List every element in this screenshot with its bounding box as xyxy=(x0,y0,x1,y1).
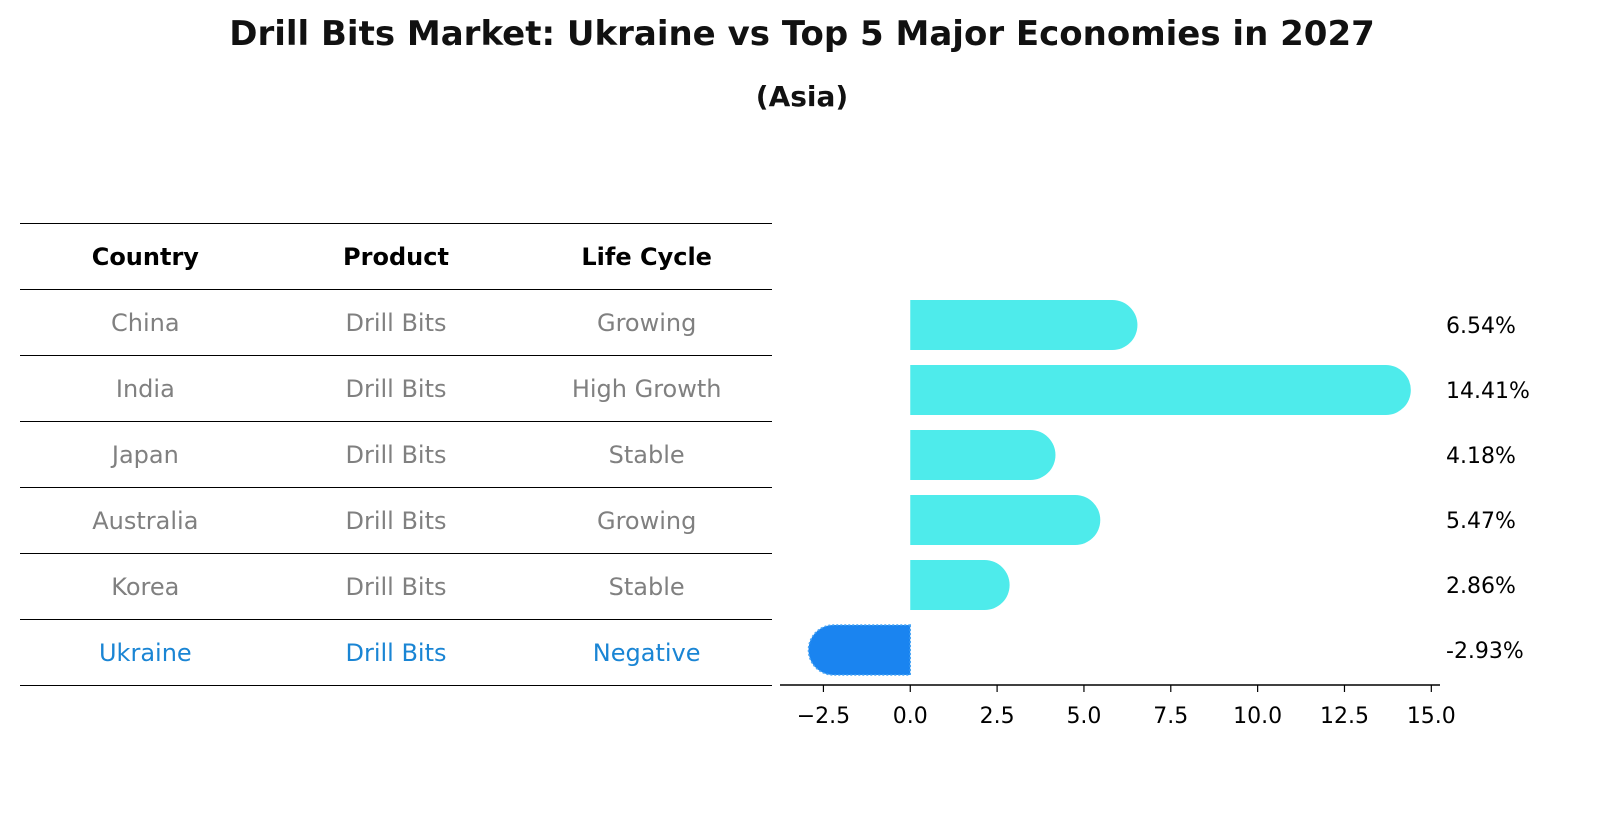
x-tick-label: 15.0 xyxy=(1407,704,1456,729)
x-tick-label: 12.5 xyxy=(1320,704,1369,729)
value-label: 6.54% xyxy=(1446,314,1516,339)
x-tick-label: 7.5 xyxy=(1153,704,1188,729)
cell-country: Ukraine xyxy=(20,619,271,686)
header-product: Product xyxy=(270,223,522,290)
value-label: 14.41% xyxy=(1446,379,1530,404)
growth-bar-chart: 6.54% 14.41% 4.18% 5.47% 2.86% -2.93% −2.5 0.0 2… xyxy=(780,300,1530,729)
x-tick-label: 5.0 xyxy=(1066,704,1101,729)
cell-product: Drill Bits xyxy=(270,355,522,422)
cell-life-cycle: Stable xyxy=(521,553,772,620)
table-row-highlighted: Ukraine Drill Bits Negative xyxy=(20,619,772,686)
x-tick-label: 10.0 xyxy=(1233,704,1282,729)
cell-life-cycle: Stable xyxy=(521,421,772,488)
header-life-cycle: Life Cycle xyxy=(521,223,772,290)
cell-life-cycle: Negative xyxy=(521,619,772,686)
cell-product: Drill Bits xyxy=(270,289,522,356)
header-country: Country xyxy=(20,223,271,290)
cell-country: India xyxy=(20,355,271,422)
cell-country: Korea xyxy=(20,553,271,620)
bar-japan xyxy=(910,430,1056,480)
cell-product: Drill Bits xyxy=(270,619,522,686)
x-tick-label: 0.0 xyxy=(893,704,928,729)
cell-country: Japan xyxy=(20,421,271,488)
cell-country: Australia xyxy=(20,487,271,554)
cell-country: China xyxy=(20,289,271,356)
bar-australia xyxy=(910,495,1101,545)
cell-life-cycle: Growing xyxy=(521,487,772,554)
value-label: 5.47% xyxy=(1446,509,1516,534)
value-label: -2.93% xyxy=(1446,639,1524,664)
value-label: 2.86% xyxy=(1446,574,1516,599)
table-header-row: Country Product Life Cycle xyxy=(20,223,772,290)
bar-china xyxy=(910,300,1138,350)
table-row: Australia Drill Bits Growing xyxy=(20,487,772,554)
table-row: Japan Drill Bits Stable xyxy=(20,421,772,488)
cell-product: Drill Bits xyxy=(270,421,522,488)
market-table: Country Product Life Cycle China Drill B… xyxy=(20,223,772,686)
table-row: Korea Drill Bits Stable xyxy=(20,553,772,620)
cell-life-cycle: Growing xyxy=(521,289,772,356)
cell-life-cycle: High Growth xyxy=(521,355,772,422)
bar-india xyxy=(910,365,1411,415)
bar-korea xyxy=(910,560,1010,610)
bar-ukraine xyxy=(807,624,912,676)
chart-subtitle: (Asia) xyxy=(755,80,849,113)
x-tick-label: −2.5 xyxy=(797,704,850,729)
cell-product: Drill Bits xyxy=(270,553,522,620)
table-row: China Drill Bits Growing xyxy=(20,289,772,356)
table-row: India Drill Bits High Growth xyxy=(20,355,772,422)
x-tick-label: 2.5 xyxy=(980,704,1015,729)
value-label: 4.18% xyxy=(1446,444,1516,469)
cell-product: Drill Bits xyxy=(270,487,522,554)
chart-title: Drill Bits Market: Ukraine vs Top 5 Majo… xyxy=(229,14,1375,54)
